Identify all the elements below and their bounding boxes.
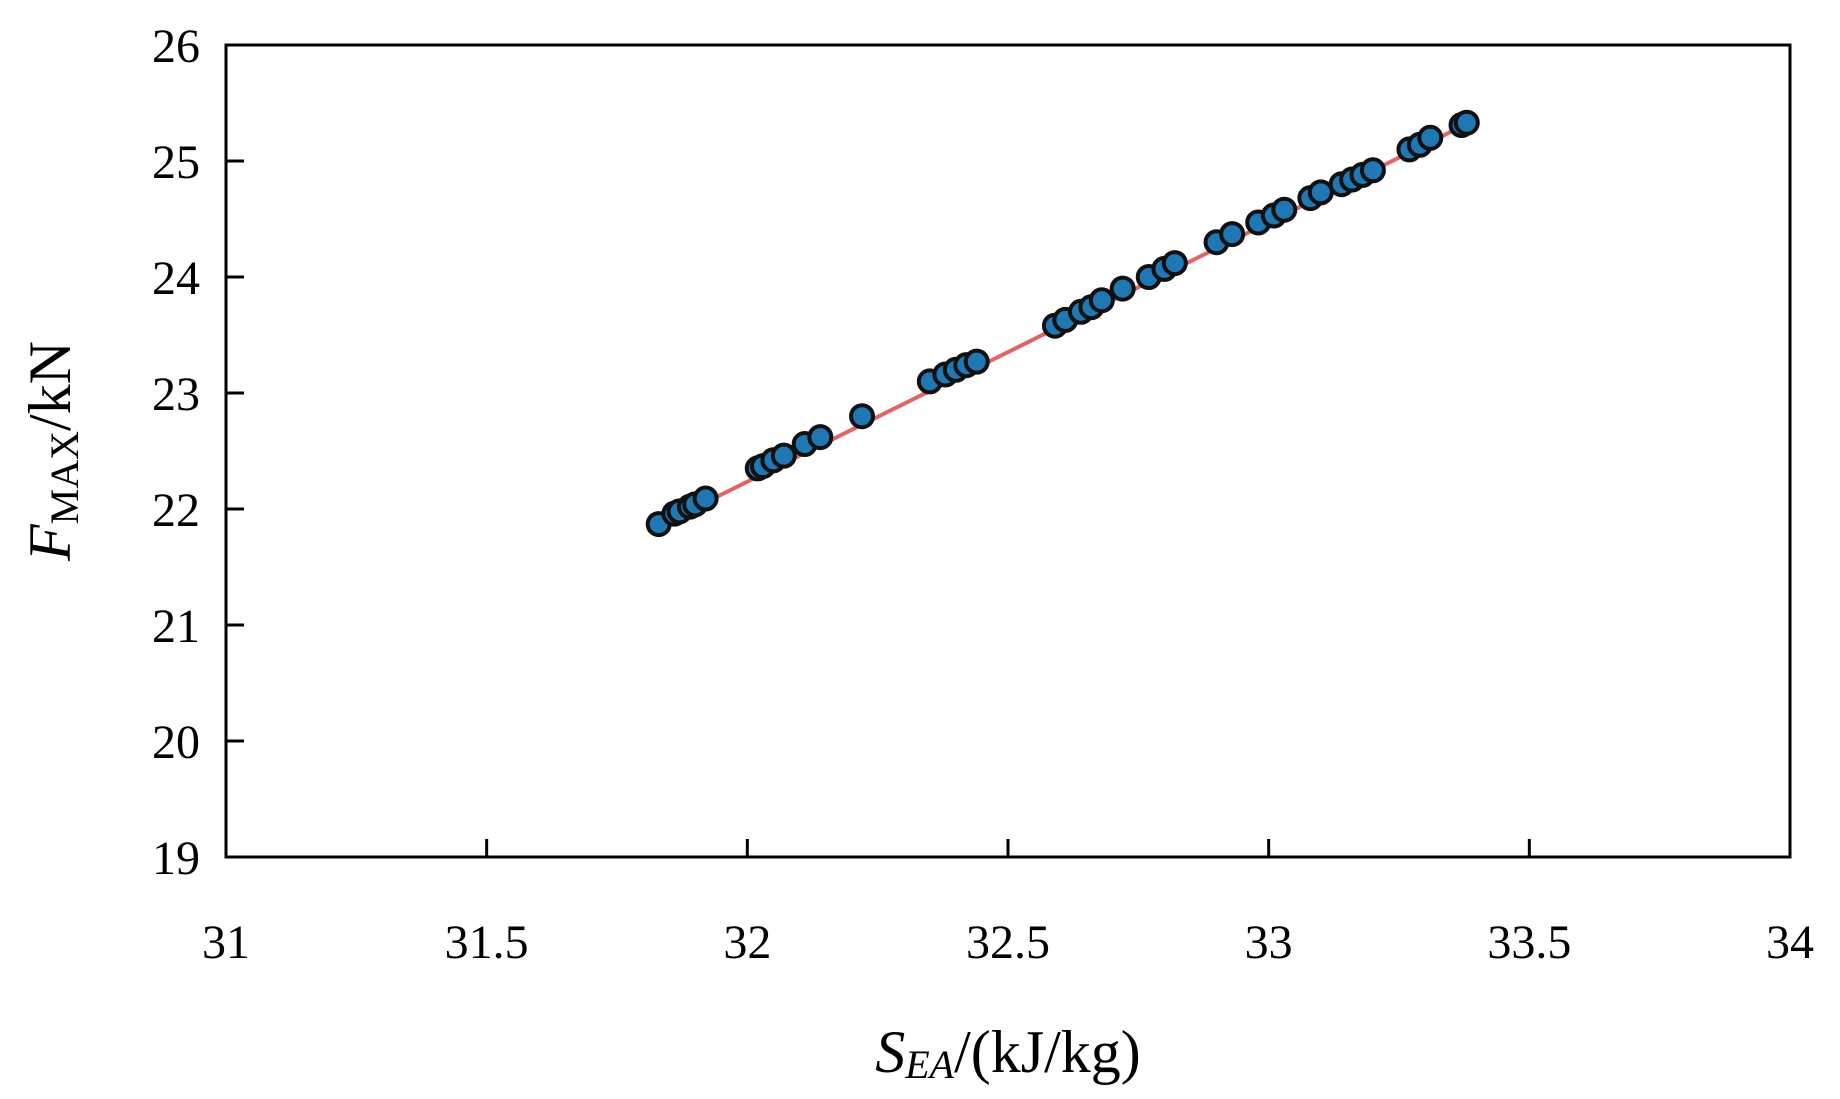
data-point [770,442,797,469]
x-tick-label: 31 [202,916,250,969]
data-point [692,485,719,512]
x-axis-ticks: 31 31.5 32 32.5 33 33.5 34 [202,839,1814,969]
data-point [1161,250,1188,277]
data-point [1417,124,1444,151]
data-point [807,424,834,451]
x-tick-label: 33 [1245,916,1293,969]
x-tick-label: 33.5 [1487,916,1571,969]
data-points-layer [645,109,1480,538]
x-tick-label: 32 [723,916,771,969]
y-axis-ticks: 19 20 21 22 23 24 25 26 [152,20,244,885]
y-tick-label: 19 [152,832,200,885]
data-point [1109,275,1136,302]
data-point [1307,179,1334,206]
x-axis-title: SEA/(kJ/kg) [875,1019,1141,1087]
data-point [1219,221,1246,248]
data-point [1453,109,1480,136]
y-axis-title: FMAX/kN [17,341,87,562]
y-tick-label: 25 [152,136,200,189]
data-point [849,403,876,430]
y-tick-label: 22 [152,484,200,537]
x-tick-label: 34 [1766,916,1814,969]
y-tick-label: 24 [152,252,200,305]
y-tick-label: 21 [152,600,200,653]
plot-area-frame [224,43,1792,859]
x-tick-label: 32.5 [966,916,1050,969]
data-point [963,348,990,375]
data-point [1359,157,1386,184]
x-tick-label: 31.5 [445,916,529,969]
y-tick-label: 20 [152,716,200,769]
data-point [1088,287,1115,314]
y-tick-label: 26 [152,20,200,73]
y-tick-label: 23 [152,368,200,421]
data-point [1271,196,1298,223]
